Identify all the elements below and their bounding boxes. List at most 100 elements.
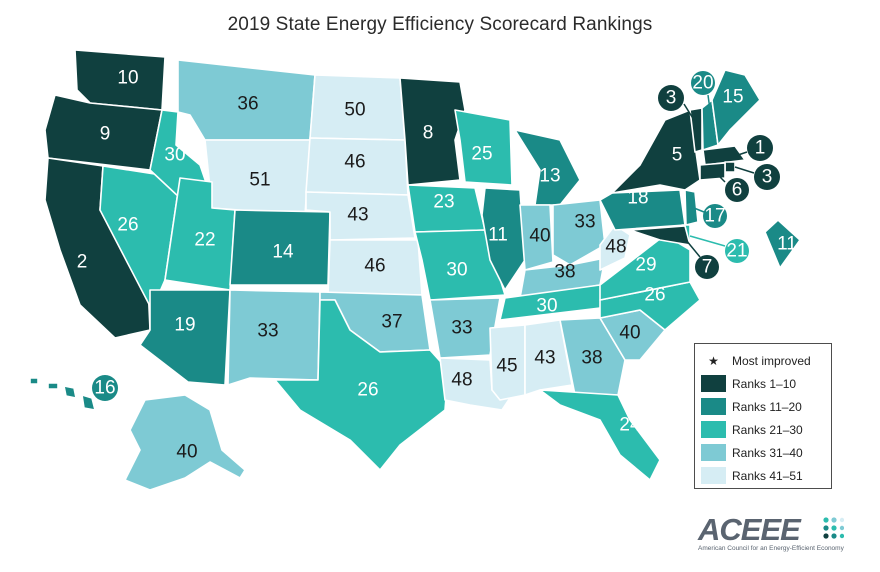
callout-circle-vt — [658, 85, 684, 111]
rank-label-id: 30 — [164, 145, 185, 166]
state-ms — [489, 324, 526, 401]
rank-label-nv: 26 — [117, 215, 138, 236]
state-va — [599, 234, 691, 301]
rank-label-la: 48 — [451, 370, 472, 391]
rank-label-al: 43 — [534, 348, 555, 369]
rank-label-ks: 46 — [364, 256, 385, 277]
callout-circle-nj — [703, 204, 727, 228]
rank-label-oh: 33 — [574, 212, 595, 233]
legend-item: Ranks 1–10 — [701, 372, 825, 395]
callout-line-ri — [734, 166, 755, 174]
rank-label-or: 9 — [100, 124, 111, 145]
rank-label-wy: 51 — [249, 170, 270, 191]
legend-item-label: Ranks 31–40 — [732, 445, 803, 460]
rank-label-nm: 33 — [257, 321, 278, 342]
callout-circle-ri — [754, 164, 780, 190]
rank-label-mi: 13 — [539, 166, 560, 187]
star-icon: ★ — [708, 353, 719, 368]
legend-most-improved-label: Most improved — [732, 353, 811, 368]
rank-label-tn: 30 — [536, 296, 557, 317]
legend-item: Ranks 41–51 — [701, 464, 825, 487]
state-fl — [539, 389, 661, 481]
rank-label-va: 29 — [635, 255, 656, 276]
legend-item: Ranks 21–30 — [701, 418, 825, 441]
rank-label-wv: 48 — [605, 237, 626, 258]
logo-dots-icon — [823, 517, 844, 539]
rank-label-ms: 45 — [496, 356, 517, 377]
rank-label-nj: 17 — [704, 206, 725, 227]
callout-circle-ct — [725, 178, 749, 202]
state-ri — [724, 161, 736, 173]
callout-circle-hi — [92, 375, 118, 401]
rank-label-nd: 50 — [344, 100, 365, 121]
callout-circle-md — [695, 255, 719, 279]
state-wi — [454, 109, 513, 186]
callout-line-de — [689, 235, 726, 247]
rank-label-sc: 40 — [619, 323, 640, 344]
rank-label-co: 14 — [272, 242, 294, 263]
state-az — [139, 289, 231, 386]
callout-line-md — [685, 239, 701, 258]
legend-item: Ranks 11–20 — [701, 395, 825, 418]
rank-label-nh: 20 — [692, 73, 713, 94]
callout-line-nj — [693, 207, 705, 213]
state-in — [519, 204, 554, 271]
rank-label-wa: 10 — [117, 68, 138, 89]
legend-swatch — [701, 467, 726, 484]
state-wv — [599, 224, 631, 271]
state-hi — [29, 377, 96, 411]
rank-label-ut: 22 — [194, 230, 215, 251]
state-mo — [414, 229, 506, 301]
rank-label-fl: 24 — [619, 415, 641, 436]
legend-swatch — [701, 444, 726, 461]
rank-label-ny: 5 — [672, 145, 683, 166]
state-oh — [552, 199, 606, 266]
state-ga — [559, 317, 626, 396]
state-il — [481, 187, 526, 291]
state-mn — [399, 77, 466, 186]
legend-item-label: Ranks 41–51 — [732, 468, 803, 483]
rank-label-tx: 26 — [357, 380, 378, 401]
rank-label-ia: 23 — [433, 192, 454, 213]
legend-swatch — [701, 398, 726, 415]
rank-label-mt: 36 — [237, 94, 258, 115]
rank-label-il: 11 — [488, 225, 508, 246]
rank-label-ct: 6 — [732, 180, 743, 201]
rank-label-ne: 43 — [347, 205, 368, 226]
legend-swatch — [701, 421, 726, 438]
state-nj — [684, 189, 699, 226]
rank-label-mo: 30 — [446, 260, 467, 281]
state-ma — [702, 145, 746, 166]
legend: ★ Most improved Ranks 1–10 Ranks 11–20 R… — [694, 343, 832, 489]
rank-label-pa: 18 — [627, 188, 648, 209]
legend-most-improved: ★ Most improved — [701, 349, 825, 372]
rank-label-ca: 2 — [77, 252, 88, 273]
callout-line-ma — [737, 151, 748, 156]
map-title: 2019 State Energy Efficiency Scorecard R… — [227, 14, 653, 35]
legend-item-label: Ranks 1–10 — [732, 376, 797, 391]
rank-label-hi: 16 — [94, 378, 115, 399]
rank-label-sd: 46 — [344, 152, 365, 173]
rank-label-mn: 8 — [423, 123, 434, 144]
rank-label-md: 7 — [702, 257, 713, 278]
legend-item-label: Ranks 21–30 — [732, 422, 803, 437]
rank-label-ma: 1 — [755, 138, 766, 159]
rank-label-in: 40 — [529, 226, 550, 247]
rank-label-ak: 40 — [176, 442, 197, 463]
logo-wordmark: ACEEE — [698, 512, 801, 547]
state-ak — [124, 394, 246, 491]
state-tx — [274, 299, 449, 471]
state-al — [524, 319, 573, 396]
legend-item: Ranks 31–40 — [701, 441, 825, 464]
legend-swatch — [701, 375, 726, 392]
rank-label-ga: 38 — [581, 348, 602, 369]
rank-label-az: 19 — [174, 315, 195, 336]
callout-circle-ma — [747, 135, 773, 161]
rank-label-me: 15 — [722, 87, 743, 108]
callout-line-ct — [714, 171, 726, 183]
state-me — [711, 69, 761, 146]
rank-label-vt: 3 — [666, 88, 677, 109]
rank-label-dc: 11 — [777, 234, 797, 255]
callout-line-vt — [683, 103, 695, 121]
